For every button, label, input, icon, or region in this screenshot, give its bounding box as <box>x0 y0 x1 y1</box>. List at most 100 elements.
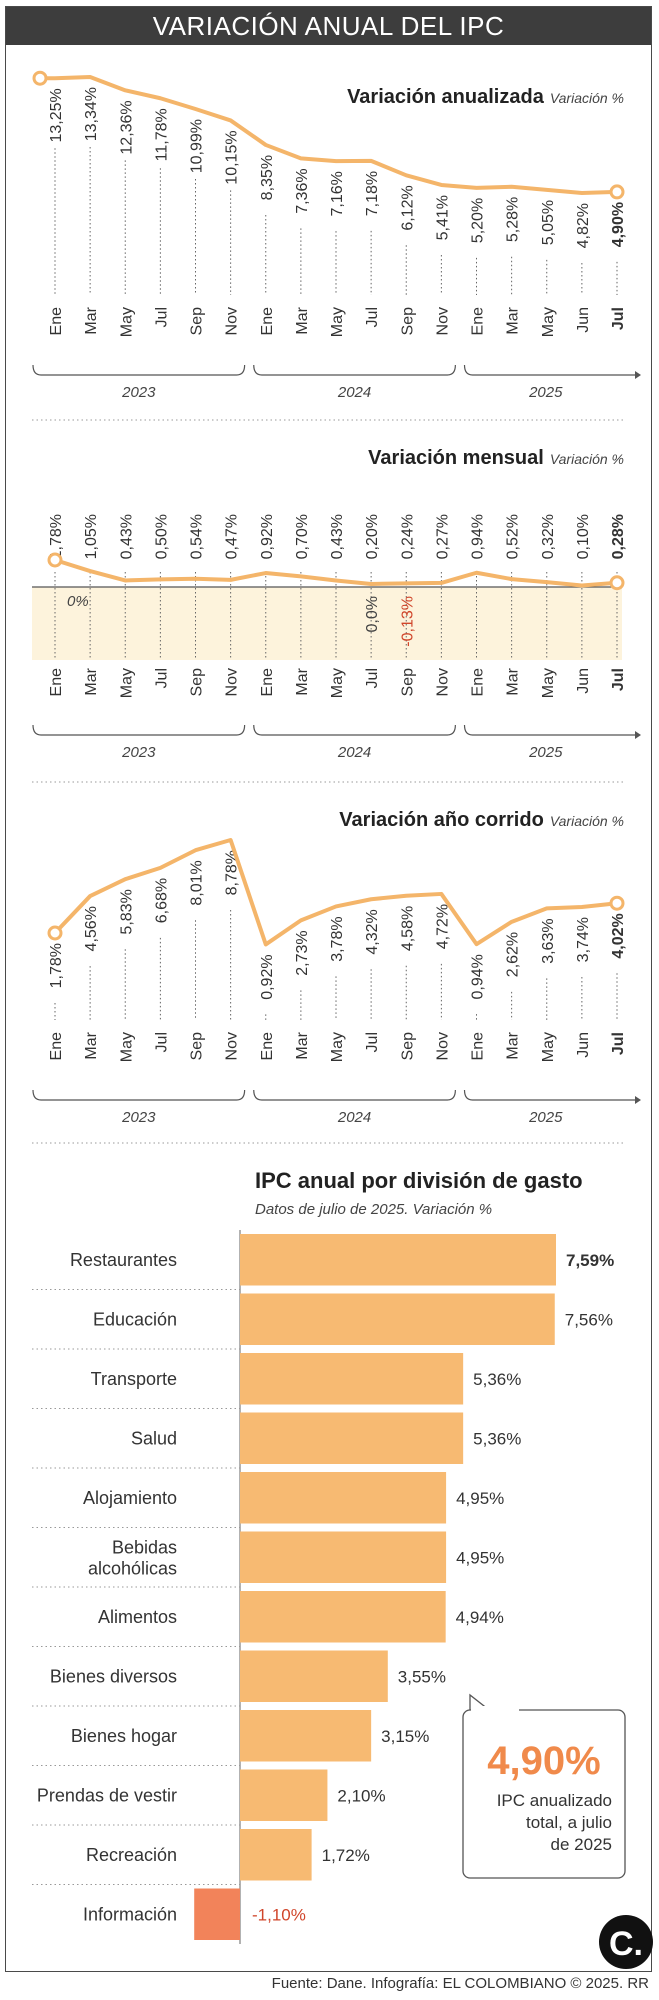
month-label: Nov <box>434 668 451 696</box>
data-label: 4,56% <box>83 906 100 951</box>
year-bracket <box>253 724 456 736</box>
data-label: 0,24% <box>399 514 416 559</box>
monthly-title: Variación mensual <box>368 447 544 469</box>
bar-value-label: 1,72% <box>322 1846 370 1865</box>
month-label: Sep <box>399 668 416 697</box>
callout-joint <box>471 1706 519 1714</box>
bar <box>240 1829 312 1881</box>
month-label: Mar <box>294 667 311 695</box>
year-bracket <box>32 724 246 736</box>
data-label: 4,58% <box>399 906 416 951</box>
data-label-zero: 0,0% <box>364 596 381 632</box>
data-label-negative: -0,13% <box>399 596 416 647</box>
year-label: 2024 <box>337 1109 371 1126</box>
bar <box>240 1710 372 1762</box>
category-label: Bienes diversos <box>50 1666 177 1686</box>
bar <box>240 1650 388 1702</box>
month-label: Jul <box>153 668 170 688</box>
data-label: 0,43% <box>329 514 346 559</box>
month-label: Nov <box>434 1032 451 1060</box>
negative-zone <box>32 587 622 660</box>
callout-text: total, a julio <box>526 1813 612 1832</box>
bar-value-label: 3,15% <box>381 1727 429 1746</box>
bar <box>240 1591 446 1643</box>
bar-value-label: 3,55% <box>398 1667 446 1686</box>
data-label: 5,28% <box>505 197 522 242</box>
data-label: 0,20% <box>364 514 381 559</box>
data-label: 3,63% <box>540 918 557 963</box>
bar <box>194 1888 240 1940</box>
data-label: 6,12% <box>399 185 416 230</box>
data-label: 4,32% <box>364 909 381 954</box>
bar <box>240 1353 464 1405</box>
data-label: 11,78% <box>153 108 170 161</box>
data-label: 5,83% <box>118 889 135 934</box>
line-end-marker <box>609 895 625 911</box>
bar <box>240 1769 328 1821</box>
month-label: Ene <box>259 307 276 336</box>
month-label: Jul <box>610 1032 627 1055</box>
data-label: 2,73% <box>294 930 311 975</box>
data-label: 0,27% <box>434 514 451 559</box>
year-label: 2025 <box>528 1109 563 1126</box>
month-label: May <box>329 668 346 698</box>
line-end-marker <box>609 184 625 200</box>
line-end-marker <box>609 575 625 591</box>
month-label: Sep <box>189 668 206 697</box>
month-label: Mar <box>505 1031 522 1059</box>
year-bracket <box>32 364 246 376</box>
month-label: Ene <box>259 668 276 697</box>
data-label: 7,36% <box>294 168 311 213</box>
bar <box>240 1234 556 1286</box>
callout-value: 4,90% <box>487 1739 600 1783</box>
month-label: May <box>540 307 557 337</box>
data-label: 12,36% <box>118 100 135 154</box>
month-label: Ene <box>470 1032 487 1061</box>
month-label: Nov <box>224 1032 241 1060</box>
logo-letter: C. <box>609 1925 643 1963</box>
month-label: Nov <box>224 668 241 696</box>
year-bracket <box>253 364 456 376</box>
data-label: 8,01% <box>189 860 206 905</box>
month-label: Ene <box>470 307 487 336</box>
bar-value-label: 7,59% <box>566 1251 614 1270</box>
data-label: 10,15% <box>224 130 241 184</box>
data-label: 4,90% <box>610 202 627 247</box>
data-label: 0,32% <box>540 514 557 559</box>
month-label: Jul <box>153 307 170 327</box>
year-bracket <box>253 1089 456 1101</box>
bar <box>240 1412 464 1464</box>
category-label: Transporte <box>91 1369 177 1389</box>
ipc-callout: 4,90% IPC anualizado total, a julio de 2025 <box>462 1693 626 1879</box>
month-label: May <box>329 1032 346 1062</box>
data-label: 10,99% <box>189 119 206 173</box>
category-label: Bienes hogar <box>71 1726 177 1746</box>
year-bracket <box>463 364 635 376</box>
ytd-subtitle: Variación % <box>550 813 624 829</box>
ytd-title: Variación año corrido <box>339 809 544 831</box>
line-start-marker <box>47 552 63 568</box>
category-label: Prendas de vestir <box>37 1785 177 1805</box>
data-label: 0,10% <box>575 514 592 559</box>
bar-value-label: 4,95% <box>456 1489 504 1508</box>
data-label: 4,82% <box>575 203 592 248</box>
monthly-subtitle: Variación % <box>550 451 624 467</box>
callout-text: de 2025 <box>551 1835 612 1854</box>
month-label: Mar <box>83 306 100 334</box>
month-label: Ene <box>470 668 487 697</box>
year-bracket <box>463 1089 635 1101</box>
data-label: 0,94% <box>470 954 487 999</box>
category-label: Información <box>83 1904 177 1924</box>
month-label: Jul <box>364 307 381 327</box>
data-label: 0,28% <box>610 514 627 559</box>
category-label: Bebidas <box>112 1537 177 1557</box>
axis-arrow <box>635 371 641 379</box>
month-label: Nov <box>434 307 451 335</box>
category-label: Alimentos <box>98 1607 177 1627</box>
month-label: Ene <box>259 1032 276 1061</box>
data-label: 0,50% <box>153 514 170 559</box>
year-label: 2025 <box>528 384 563 401</box>
month-label: Jun <box>575 307 592 333</box>
month-label: Mar <box>505 667 522 695</box>
infographic-frame <box>5 6 652 1972</box>
